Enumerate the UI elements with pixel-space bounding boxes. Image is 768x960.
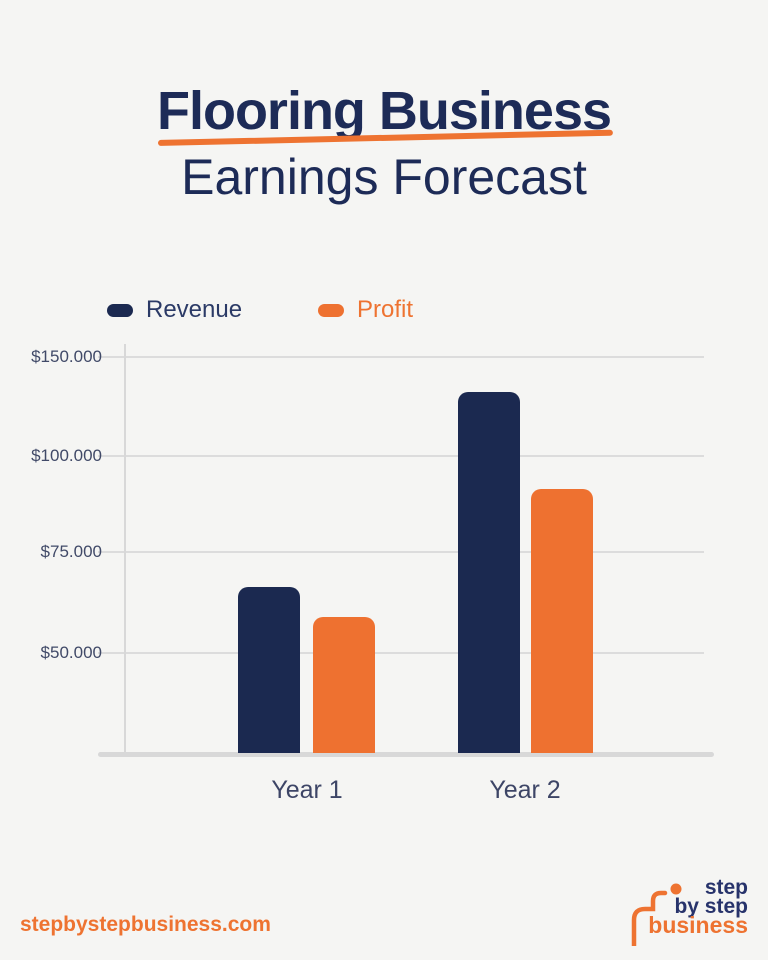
legend-label-revenue: Revenue [146, 296, 243, 323]
step-by-step-business-logo: step by step business [628, 870, 760, 948]
gridline-150000 [98, 356, 704, 358]
x-axis-label-2: Year 2 [489, 776, 561, 804]
y-axis-tick-label: $50.000 [40, 643, 102, 662]
gridline-100000 [98, 455, 704, 457]
y-axis-line [124, 344, 126, 756]
logo-line-by-step: by step [674, 895, 748, 918]
logo-wordmark: step by step business [648, 876, 748, 938]
legend-item-profit: Profit [318, 298, 413, 322]
logo-line-step: step [704, 876, 748, 899]
logo-dot-icon [670, 883, 682, 895]
bar-profit-year-2 [531, 489, 593, 753]
logo-line-business: business [648, 912, 748, 938]
staircase-icon [631, 883, 682, 946]
x-axis-line [98, 752, 714, 757]
legend-item-revenue: Revenue [107, 298, 242, 322]
title-line-1: Flooring Business [156, 81, 612, 141]
title-line-2: Earnings Forecast [181, 149, 587, 205]
revenue-swatch-icon [107, 303, 133, 317]
website-url: stepbystepbusiness.com [20, 913, 271, 936]
gridline-75000 [98, 551, 704, 553]
x-axis-label-1: Year 1 [271, 776, 343, 804]
y-axis-tick-label: $100.000 [31, 446, 102, 465]
legend-label-profit: Profit [357, 296, 414, 323]
bar-profit-year-1 [313, 617, 375, 753]
gridline-50000 [98, 652, 704, 654]
bar-revenue-year-1 [238, 587, 300, 753]
profit-swatch-icon [318, 303, 344, 317]
y-axis-tick-label: $150.000 [31, 347, 102, 366]
y-axis-tick-label: $75.000 [40, 542, 102, 561]
bar-revenue-year-2 [458, 392, 520, 753]
